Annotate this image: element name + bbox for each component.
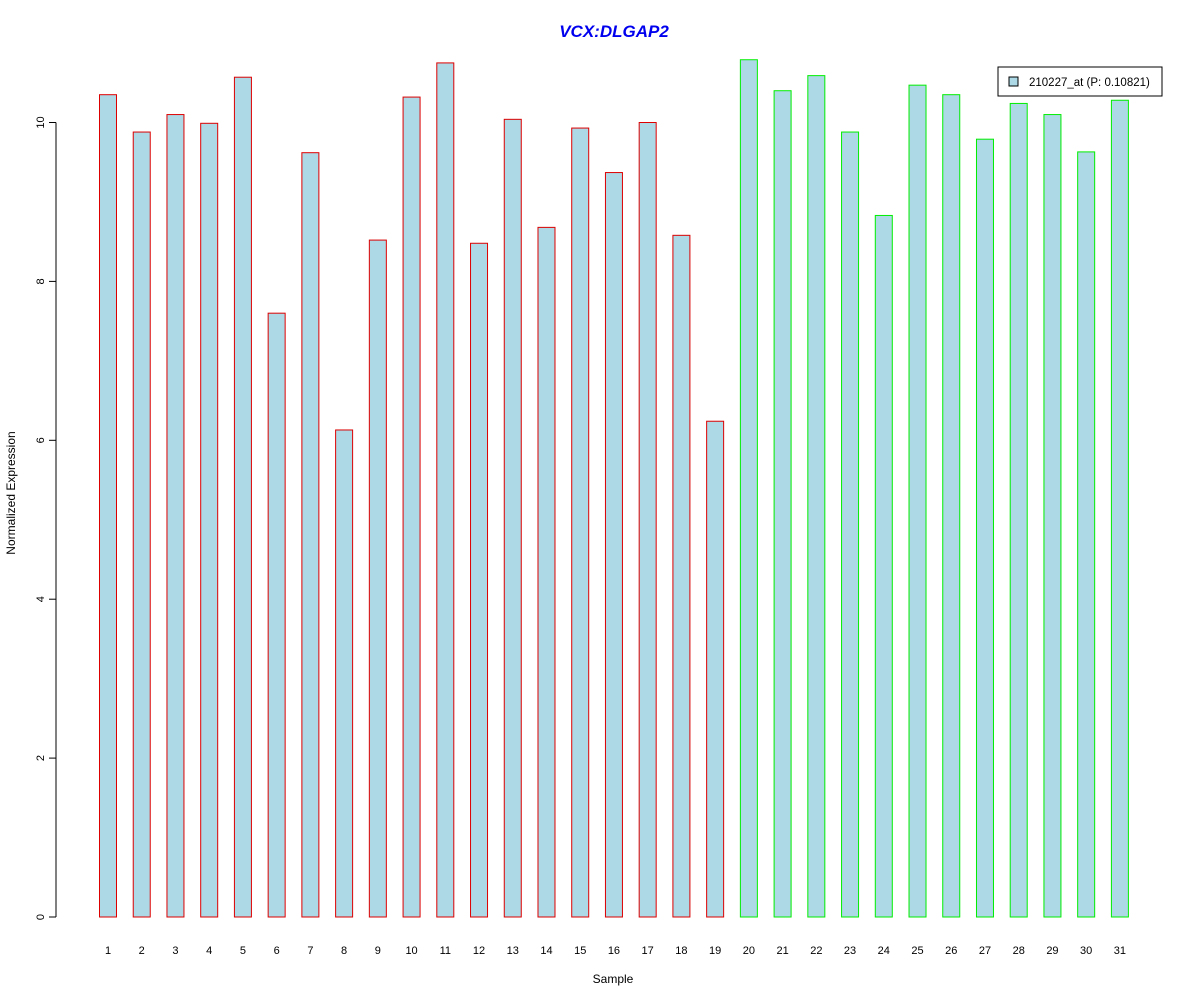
bar — [975, 138, 994, 918]
x-tick-label: 16 — [608, 945, 620, 957]
bar — [604, 172, 623, 918]
bar — [503, 118, 522, 918]
x-tick-label: 21 — [776, 945, 788, 957]
y-axis: 0 2 4 6 8 10 — [35, 116, 57, 920]
bar — [132, 131, 151, 918]
x-tick-label: 1 — [105, 945, 111, 957]
x-tick-label: 17 — [642, 945, 654, 957]
y-tick-label: 4 — [35, 596, 47, 602]
bar — [672, 234, 691, 918]
bar — [335, 429, 354, 918]
x-tick-label: 9 — [375, 945, 381, 957]
bar — [1009, 102, 1028, 918]
chart-title: VCX:DLGAP2 — [559, 22, 669, 41]
y-tick-label: 0 — [35, 914, 47, 920]
legend-swatch — [1008, 76, 1019, 87]
x-tick-label: 30 — [1080, 945, 1092, 957]
x-tick-label: 3 — [172, 945, 178, 957]
bar — [908, 84, 927, 918]
bar — [1110, 99, 1129, 918]
bar — [807, 75, 826, 918]
bar — [402, 96, 421, 918]
x-tick-label: 15 — [574, 945, 586, 957]
bar — [1077, 151, 1096, 918]
bar — [99, 94, 117, 918]
x-tick-label: 27 — [979, 945, 991, 957]
bar — [706, 420, 725, 918]
legend-label: 210227_at (P: 0.10821) — [1029, 77, 1150, 89]
y-axis-label: Normalized Expression — [4, 431, 18, 554]
x-tick-label: 25 — [911, 945, 923, 957]
bar — [301, 152, 320, 918]
bar — [638, 122, 657, 918]
x-tick-label: 24 — [878, 945, 890, 957]
x-tick-label: 19 — [709, 945, 721, 957]
x-tick-label: 7 — [307, 945, 313, 957]
bars — [99, 59, 1129, 918]
bar — [233, 76, 252, 918]
x-tick-label: 6 — [274, 945, 280, 957]
x-tick-label: 20 — [743, 945, 755, 957]
bar — [200, 122, 219, 918]
bar — [571, 127, 590, 918]
x-axis-label: Sample — [593, 972, 634, 986]
x-tick-label: 26 — [945, 945, 957, 957]
x-tick-label: 18 — [675, 945, 687, 957]
bar — [1043, 114, 1062, 918]
bar — [537, 226, 556, 918]
x-tick-label: 10 — [405, 945, 417, 957]
legend-box — [997, 66, 1163, 97]
legend: 210227_at (P: 0.10821) — [997, 66, 1163, 97]
bar — [841, 131, 860, 918]
bar — [267, 312, 286, 918]
bar — [942, 94, 961, 918]
x-tick-label: 23 — [844, 945, 856, 957]
x-tick-label: 4 — [206, 945, 212, 957]
bar — [739, 59, 758, 918]
x-tick-label: 13 — [507, 945, 519, 957]
x-tick-label: 28 — [1013, 945, 1025, 957]
bar — [470, 242, 489, 918]
y-tick-label: 8 — [35, 278, 47, 284]
bar — [874, 214, 893, 918]
y-tick-label: 2 — [35, 755, 47, 761]
x-tick-label: 2 — [139, 945, 145, 957]
x-tick-label: 12 — [473, 945, 485, 957]
bar — [773, 90, 792, 918]
x-tick-label: 31 — [1114, 945, 1126, 957]
bar — [368, 239, 387, 918]
x-tick-labels: 1 2 3 4 5 6 7 8 9 10 11 12 13 14 15 16 17 18 19 20 21 22 23 24 2… — [105, 945, 1126, 957]
bar — [436, 62, 455, 918]
y-tick-label: 6 — [35, 437, 47, 443]
x-tick-label: 29 — [1046, 945, 1058, 957]
x-tick-label: 22 — [810, 945, 822, 957]
x-tick-label: 11 — [440, 945, 451, 957]
bar — [166, 114, 185, 918]
x-tick-label: 8 — [341, 945, 347, 957]
y-tick-label: 10 — [35, 116, 47, 128]
x-tick-label: 14 — [540, 945, 552, 957]
x-tick-label: 5 — [240, 945, 246, 957]
